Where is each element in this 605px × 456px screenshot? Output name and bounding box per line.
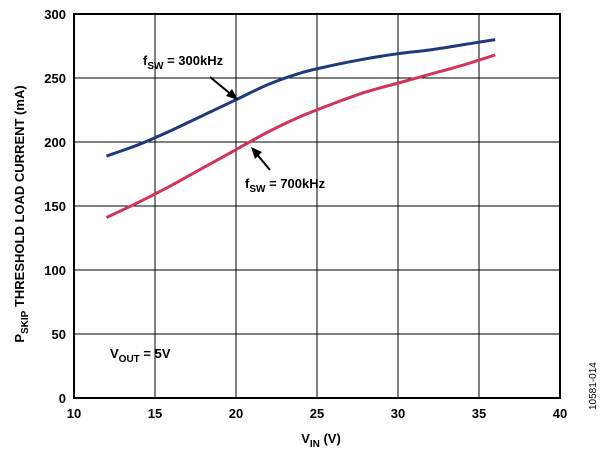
y-tick-label: 300 bbox=[44, 7, 66, 22]
x-tick-label: 15 bbox=[148, 406, 162, 421]
figure-code: 10581-014 bbox=[588, 362, 599, 410]
annotation-700khz: fSW = 700kHz bbox=[245, 176, 326, 195]
y-tick-label: 200 bbox=[44, 135, 66, 150]
series-line-700khz bbox=[105, 53, 496, 219]
x-tick-label: 25 bbox=[310, 406, 324, 421]
y-tick-label: 100 bbox=[44, 263, 66, 278]
series-lines bbox=[105, 38, 496, 219]
x-tick-label: 30 bbox=[391, 406, 405, 421]
series-line-300khz bbox=[105, 38, 496, 158]
y-axis-label: PSKIP THRESHOLD LOAD CURRENT (mA) bbox=[12, 85, 31, 342]
y-tick-label: 50 bbox=[52, 327, 66, 342]
annotation-300khz: fSW = 300kHz bbox=[143, 53, 224, 72]
plot-border bbox=[73, 13, 561, 399]
arrow-300khz-head bbox=[226, 89, 238, 100]
x-tick-label: 20 bbox=[229, 406, 243, 421]
x-tick-label: 40 bbox=[553, 406, 567, 421]
x-tick-label: 35 bbox=[472, 406, 486, 421]
annotation-vout: VOUT = 5V bbox=[110, 346, 171, 365]
y-tick-label: 250 bbox=[44, 71, 66, 86]
annotation-arrows bbox=[209, 76, 271, 171]
x-axis-label: VIN (V) bbox=[301, 431, 341, 450]
plot-frame bbox=[73, 13, 561, 399]
arrow-700khz-head bbox=[251, 147, 262, 159]
tick-labels: 10 15 20 25 30 35 40 0 50 100 150 200 250 300 bbox=[44, 7, 567, 421]
x-tick-label: 10 bbox=[67, 406, 81, 421]
y-tick-label: 0 bbox=[59, 391, 66, 406]
y-tick-label: 150 bbox=[44, 199, 66, 214]
